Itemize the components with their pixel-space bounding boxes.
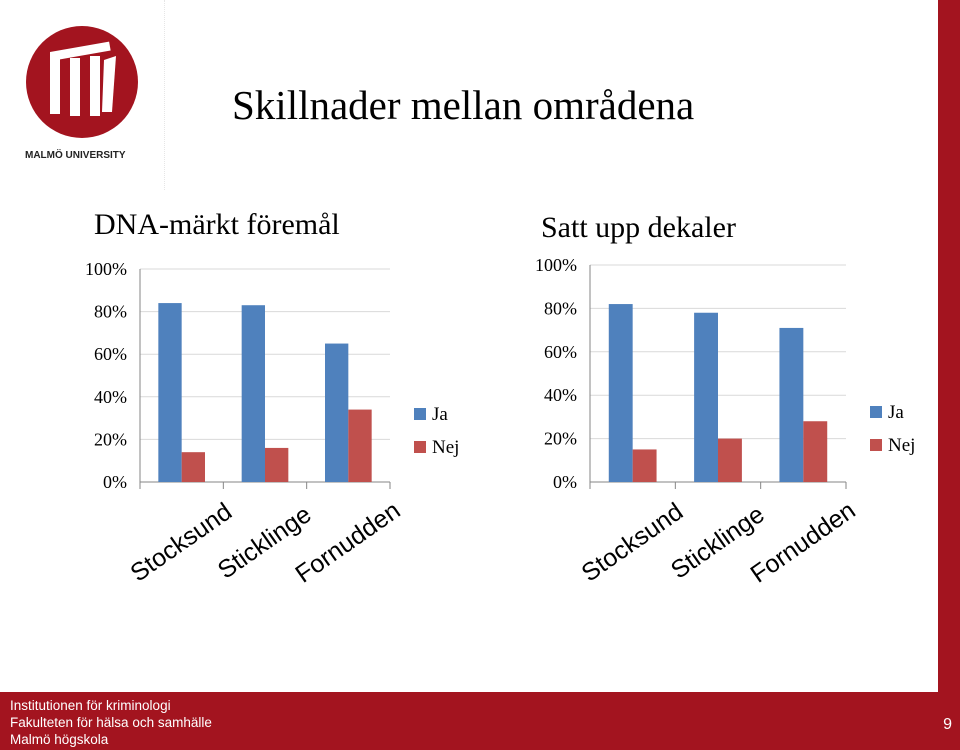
bar-nej xyxy=(181,452,205,482)
footer-faculty: Fakulteten för hälsa och samhälle xyxy=(10,715,212,730)
bar-nej xyxy=(348,409,372,482)
bar-nej xyxy=(632,449,657,482)
bar-ja xyxy=(241,305,265,482)
y-tick-label: 80% xyxy=(544,298,577,318)
bar-nej xyxy=(265,447,289,482)
footer-institution: Institutionen för kriminologi xyxy=(10,698,171,713)
legend-label-ja: Ja xyxy=(432,404,448,425)
y-tick-label: 60% xyxy=(544,342,577,362)
footer-bar: Institutionen för kriminologi Fakulteten… xyxy=(0,692,960,750)
bar-nej xyxy=(718,438,742,482)
bar-ja xyxy=(608,304,633,482)
x-category-label: Stocksund xyxy=(576,497,688,587)
chart-satt-upp-dekaler: Satt upp dekaler 0% 20% 40% 60% 80% 100% Stocks… xyxy=(535,211,915,589)
legend-swatch-ja xyxy=(870,406,882,418)
legend-swatch-ja xyxy=(414,408,426,420)
logo-divider xyxy=(164,0,165,190)
logo-wordmark: MALMÖ UNIVERSITY xyxy=(25,148,126,161)
legend-swatch-nej xyxy=(870,439,882,451)
bar-ja xyxy=(325,343,349,482)
page-number: 9 xyxy=(943,716,952,733)
legend-label-nej: Nej xyxy=(888,435,915,456)
bar-ja xyxy=(158,303,182,482)
legend-label-nej: Nej xyxy=(432,437,459,458)
chart-title: DNA-märkt föremål xyxy=(94,208,340,241)
footer-university: Malmö högskola xyxy=(10,732,109,747)
y-tick-label: 40% xyxy=(94,387,127,407)
y-tick-label: 100% xyxy=(85,259,127,279)
slide-title: Skillnader mellan områdena xyxy=(232,82,695,128)
y-tick-label: 40% xyxy=(544,385,577,405)
x-category-label: Fornudden xyxy=(745,496,860,588)
y-tick-label: 100% xyxy=(535,255,577,275)
logo-mark-icon: MALMÖ UNIVERSITY xyxy=(25,26,138,161)
bar-ja xyxy=(779,327,804,482)
chart-title: Satt upp dekaler xyxy=(541,211,736,244)
bar-ja xyxy=(694,312,718,482)
bar-nej xyxy=(803,421,828,482)
chart-dna-markt: DNA-märkt föremål0%20%40%60%80%100%Stock… xyxy=(85,208,459,589)
legend-swatch-nej xyxy=(414,441,426,453)
y-tick-label: 0% xyxy=(103,472,127,492)
y-tick-label: 60% xyxy=(94,344,127,364)
legend-label-ja: Ja xyxy=(888,402,904,423)
y-tick-label: 20% xyxy=(94,429,127,449)
y-tick-label: 80% xyxy=(94,302,127,322)
y-tick-label: 0% xyxy=(553,472,577,492)
malmo-university-logo: MALMÖ UNIVERSITY xyxy=(20,20,150,165)
right-accent-bar xyxy=(938,0,960,692)
y-tick-label: 20% xyxy=(544,429,577,449)
